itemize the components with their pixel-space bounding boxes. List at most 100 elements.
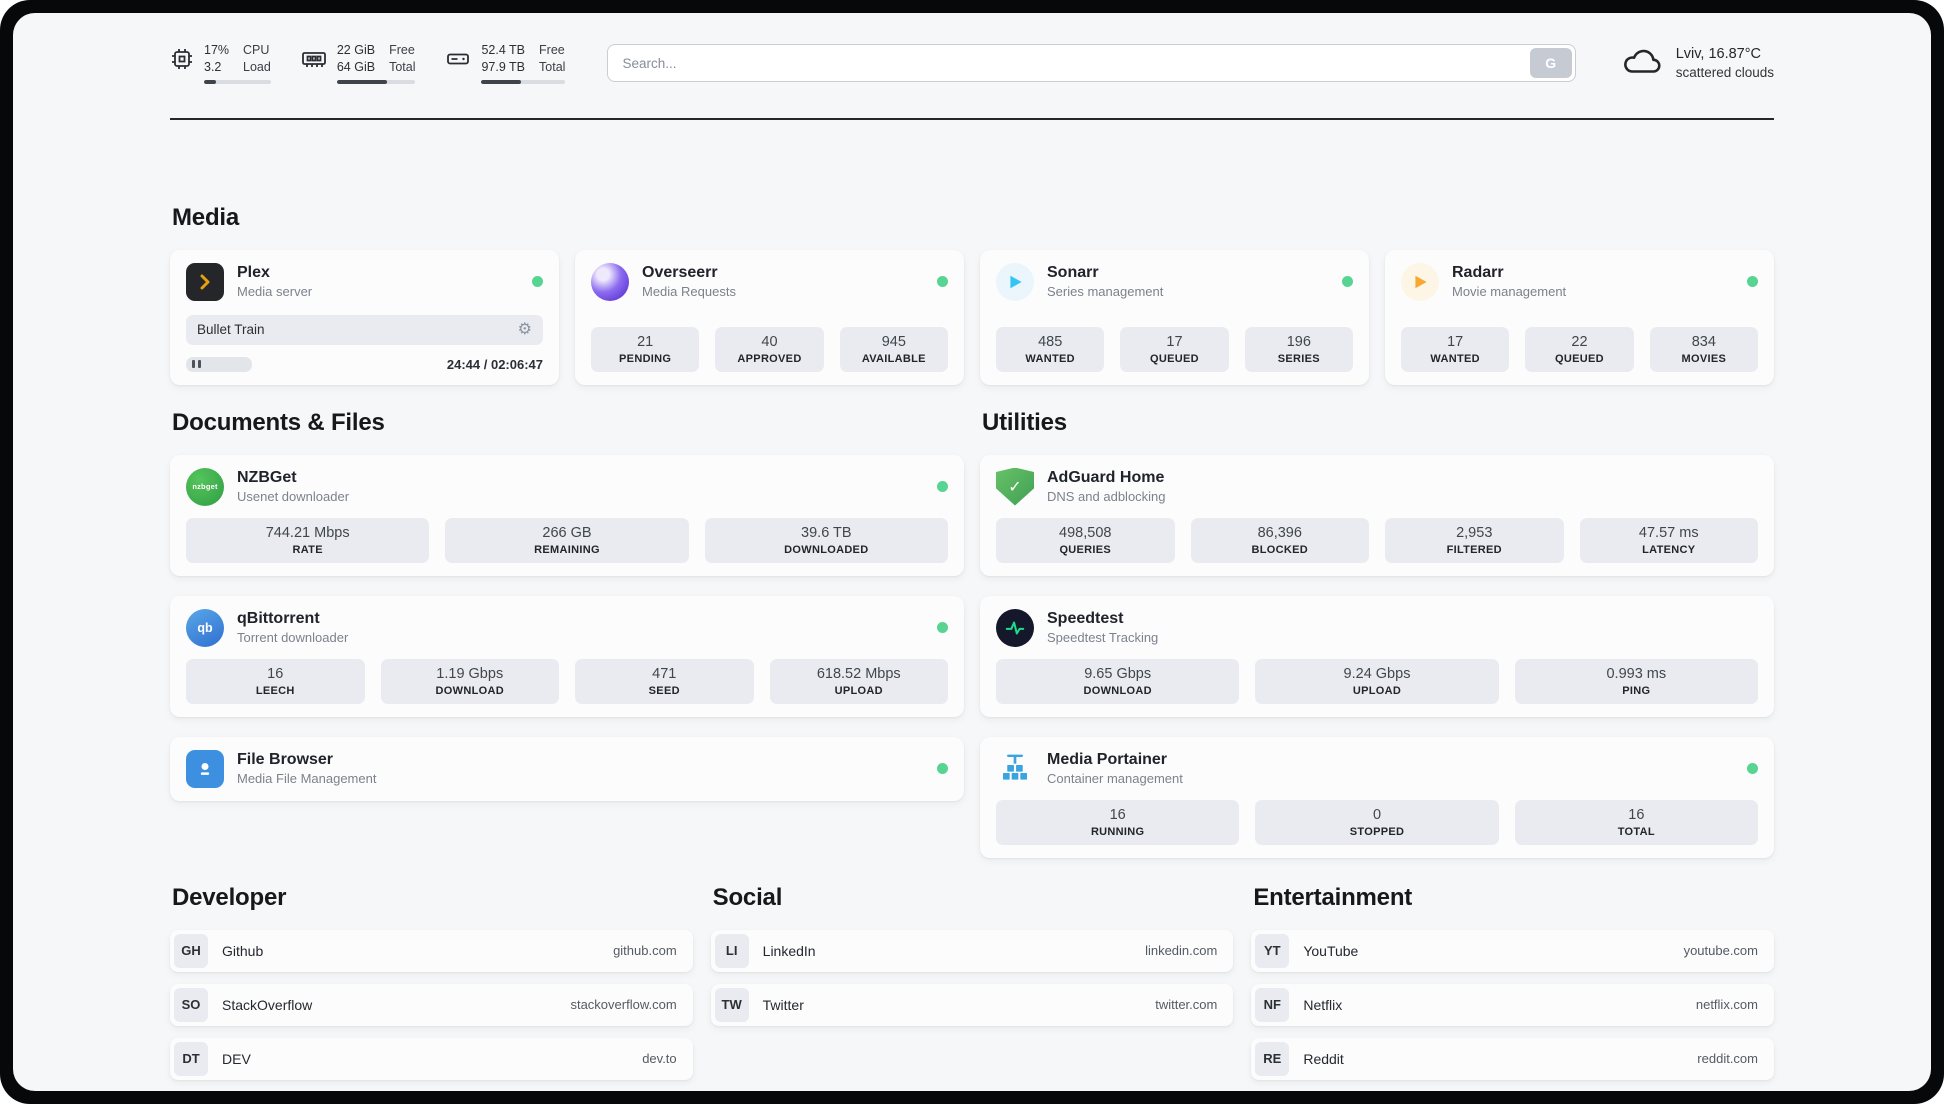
filebrowser-icon[interactable]	[186, 749, 224, 788]
pause-icon[interactable]	[192, 360, 201, 368]
stat-value: 21	[637, 333, 654, 350]
section-title-social: Social	[712, 883, 783, 911]
cpu-widget: 17% 3.2 CPU Load	[170, 43, 271, 84]
bookmark-youtube[interactable]: YT YouTube youtube.com	[1251, 929, 1774, 972]
disk-free-value: 52.4 TB	[481, 43, 526, 57]
adguard-shield-icon[interactable]: ✓	[996, 467, 1034, 506]
section-title-developer: Developer	[172, 883, 287, 911]
app-subtitle: Series management	[1047, 284, 1164, 299]
bookmark-abbr: YT	[1255, 933, 1290, 968]
stat-value: 1.19 Gbps	[436, 665, 504, 682]
bookmark-stackoverflow[interactable]: SO StackOverflow stackoverflow.com	[170, 983, 693, 1026]
stat-value: 9.24 Gbps	[1343, 665, 1411, 682]
dashboard-page: 17% 3.2 CPU Load	[13, 13, 1931, 1091]
ram-total-value: 64 GiB	[336, 60, 376, 74]
stat-queued: 22 QUEUED	[1525, 326, 1634, 372]
section-title-documents: Documents & Files	[172, 408, 385, 436]
app-name[interactable]: Plex	[237, 264, 270, 281]
stat-download: 1.19 Gbps DOWNLOAD	[380, 658, 559, 704]
bookmark-name: Github	[222, 942, 264, 959]
bookmark-reddit[interactable]: RE Reddit reddit.com	[1251, 1037, 1774, 1080]
ram-usage-bar	[336, 80, 416, 84]
search-engine-button[interactable]: G	[1529, 48, 1572, 79]
section-media: Media Plex Media server Bullet Train ⚙	[170, 204, 1774, 385]
stat-value: 196	[1286, 333, 1311, 350]
bookmark-url: reddit.com	[1697, 1051, 1758, 1066]
cpu-icon	[170, 47, 194, 71]
bookmark-twitter[interactable]: TW Twitter twitter.com	[710, 983, 1234, 1026]
stat-value: 0.993 ms	[1606, 665, 1667, 682]
stat-label: QUERIES	[1059, 543, 1112, 556]
bookmark-name: Twitter	[762, 996, 804, 1013]
app-subtitle: Media server	[237, 284, 313, 299]
stat-label: APPROVED	[737, 352, 802, 365]
app-subtitle: DNS and adblocking	[1047, 489, 1166, 504]
app-name[interactable]: Speedtest	[1047, 610, 1124, 627]
stat-download: 9.65 Gbps DOWNLOAD	[996, 658, 1240, 704]
ram-icon	[301, 47, 327, 71]
stat-upload: 9.24 Gbps UPLOAD	[1255, 658, 1499, 704]
stat-value: 945	[881, 333, 906, 350]
radarr-icon[interactable]	[1401, 262, 1439, 301]
app-card-nzbget: nzbget NZBGet Usenet downloader 744.21 M…	[170, 454, 964, 576]
bookmark-abbr: SO	[174, 987, 208, 1022]
app-name[interactable]: Sonarr	[1047, 264, 1099, 281]
ram-free-label: Free	[389, 43, 415, 57]
portainer-icon[interactable]	[996, 750, 1034, 788]
nzbget-icon[interactable]: nzbget	[186, 467, 224, 506]
bookmark-name: DEV	[222, 1050, 251, 1067]
stat-label: SEED	[648, 684, 680, 697]
bookmark-netflix[interactable]: NF Netflix netflix.com	[1251, 983, 1774, 1026]
app-name[interactable]: NZBGet	[237, 469, 297, 486]
stat-label: LATENCY	[1642, 543, 1696, 556]
stat-value: 618.52 Mbps	[816, 665, 901, 682]
cpu-load-value: 3.2	[204, 60, 222, 74]
search-input[interactable]	[607, 44, 1576, 83]
stat-value: 17	[1166, 333, 1183, 350]
app-subtitle: Speedtest Tracking	[1047, 630, 1159, 645]
stat-label: STOPPED	[1349, 825, 1405, 838]
status-online-dot	[1747, 763, 1758, 774]
gear-icon[interactable]: ⚙	[517, 320, 532, 338]
app-subtitle: Media Requests	[642, 284, 736, 299]
stat-label: DOWNLOAD	[1083, 684, 1152, 697]
stat-queued: 17 QUEUED	[1120, 326, 1229, 372]
status-online-dot	[1342, 276, 1353, 287]
app-subtitle: Media File Management	[237, 771, 377, 786]
weather-widget: Lviv, 16.87°C scattered clouds	[1622, 45, 1774, 82]
disk-widget: 52.4 TB 97.9 TB Free Total	[445, 43, 566, 84]
overseerr-icon[interactable]	[591, 262, 629, 301]
app-card-filebrowser: File Browser Media File Management	[170, 736, 964, 801]
stat-value: 86,396	[1257, 524, 1302, 541]
bookmark-abbr: DT	[174, 1041, 208, 1076]
bookmark-github[interactable]: GH Github github.com	[170, 929, 693, 972]
ram-widget: 22 GiB 64 GiB Free Total	[301, 43, 416, 84]
plex-icon[interactable]	[186, 262, 224, 301]
app-name[interactable]: Radarr	[1452, 264, 1504, 281]
stat-stopped: 0 STOPPED	[1255, 799, 1499, 845]
speedtest-icon[interactable]	[996, 608, 1034, 647]
bookmark-name: StackOverflow	[222, 996, 313, 1013]
stat-label: REMAINING	[534, 543, 600, 556]
cpu-percent: 17%	[204, 43, 230, 57]
bookmark-linkedin[interactable]: LI LinkedIn linkedin.com	[710, 929, 1234, 972]
app-name[interactable]: qBittorrent	[237, 610, 320, 627]
stat-queries: 498,508 QUERIES	[996, 517, 1175, 563]
stat-value: 498,508	[1059, 524, 1112, 541]
app-name[interactable]: Overseerr	[642, 264, 718, 281]
search-bar: G	[607, 44, 1576, 83]
section-utilities: Utilities ✓ AdGuard Home DNS and adblock…	[980, 409, 1774, 858]
app-name[interactable]: File Browser	[237, 751, 334, 768]
bookmark-group-developer: Developer GH Github github.com SO StackO…	[170, 884, 693, 1080]
qbittorrent-icon[interactable]: qb	[186, 608, 224, 647]
stat-label: LEECH	[255, 684, 295, 697]
sonarr-icon[interactable]	[996, 262, 1034, 301]
playback-progress[interactable]	[186, 356, 252, 372]
app-name[interactable]: Media Portainer	[1047, 751, 1168, 768]
bookmark-dev[interactable]: DT DEV dev.to	[170, 1037, 693, 1080]
stat-label: WANTED	[1430, 352, 1480, 365]
disk-icon	[445, 47, 471, 71]
weather-condition: scattered clouds	[1675, 65, 1774, 81]
section-documents: Documents & Files nzbget NZBGet Usenet d…	[170, 409, 964, 801]
app-name[interactable]: AdGuard Home	[1047, 469, 1165, 486]
